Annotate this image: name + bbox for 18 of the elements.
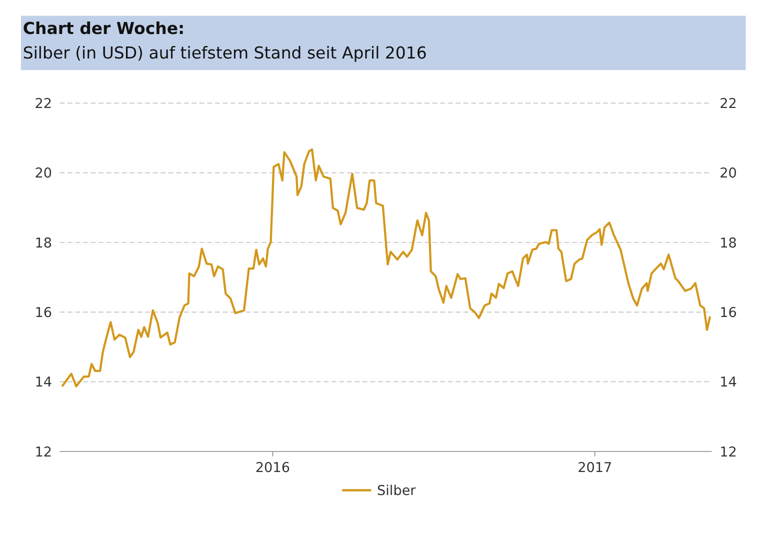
y-tick-label: 12	[34, 444, 52, 460]
y2-tick-label: 16	[720, 304, 737, 321]
y-tick-label: 18	[34, 235, 52, 252]
y2-tick-label: 14	[720, 374, 737, 391]
chart-subtitle: Silber (in USD) auf tiefstem Stand seit April 2016	[22, 43, 427, 62]
y2-tick-label: 20	[720, 166, 737, 182]
y2-tick-label: 12	[720, 444, 737, 460]
y2-tick-label: 22	[720, 96, 737, 112]
y-tick-label: 16	[34, 304, 52, 321]
x-tick-label: 2016	[255, 460, 290, 476]
x-tick-label: 2017	[578, 460, 612, 476]
line-series	[62, 148, 711, 388]
chart-title: Chart der Woche:	[22, 19, 185, 38]
legend-label: Silber	[377, 483, 416, 500]
y2-tick-label: 18	[720, 235, 737, 252]
y-tick-label: 22	[34, 96, 52, 112]
y-tick-label: 14	[34, 374, 52, 391]
y-tick-label: 20	[34, 166, 52, 182]
